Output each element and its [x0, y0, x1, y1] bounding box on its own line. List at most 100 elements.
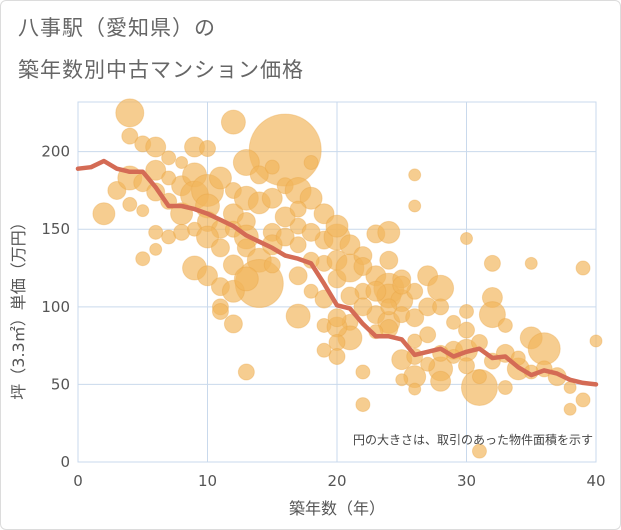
average-price-line: [75, 158, 599, 387]
data-bubble: [199, 140, 216, 158]
x-tick-label: 40: [586, 472, 605, 490]
data-bubble: [446, 314, 462, 330]
data-bubble: [173, 223, 191, 241]
data-bubble: [408, 382, 422, 396]
data-bubble: [420, 356, 436, 372]
data-bubble: [161, 170, 177, 186]
y-tick-label: 100: [41, 298, 70, 316]
data-bubble: [427, 274, 455, 302]
data-bubble: [301, 222, 321, 242]
data-bubble: [380, 298, 398, 316]
data-bubble: [261, 187, 283, 209]
data-bubble: [589, 334, 603, 348]
bubble-layer: [92, 98, 603, 459]
data-bubble: [208, 166, 232, 190]
data-bubble: [145, 136, 167, 158]
data-bubble: [478, 301, 506, 329]
data-bubble: [149, 242, 163, 256]
data-bubble: [285, 303, 311, 329]
data-bubble: [316, 342, 332, 358]
data-bubble: [575, 260, 591, 276]
data-bubble: [379, 250, 399, 270]
x-tick-label: 10: [198, 472, 217, 490]
data-bubble: [211, 302, 229, 320]
chart-title-line2: 築年数別中古マンション価格: [18, 58, 304, 82]
x-axis-label: 築年数（年）: [289, 499, 385, 518]
data-bubble: [325, 214, 349, 238]
y-tick-label: 0: [60, 453, 70, 471]
data-bubble: [460, 369, 498, 407]
data-bubble: [408, 199, 422, 213]
chart-title-line1: 八事駅（愛知県）の: [18, 16, 216, 40]
data-bubble: [175, 156, 189, 170]
axes: 0 10 20 30 40 0 50 100 150 200: [41, 143, 605, 490]
y-axis-label: 坪（3.3㎡）単価（万円）: [9, 214, 28, 399]
data-bubble: [136, 204, 150, 218]
data-bubble: [458, 357, 475, 375]
data-bubble: [458, 321, 475, 339]
data-bubble: [299, 186, 323, 210]
data-bubble: [275, 227, 295, 247]
data-bubble: [303, 283, 319, 299]
data-bubble: [263, 256, 281, 274]
data-bubble: [430, 370, 452, 392]
data-bubble: [121, 127, 139, 145]
data-bubble: [289, 200, 307, 218]
data-bubble: [249, 165, 269, 185]
data-bubble: [395, 373, 409, 387]
data-bubble: [328, 347, 346, 365]
x-tick-label: 0: [73, 472, 83, 490]
data-bubble: [563, 402, 577, 416]
data-bubble: [161, 150, 177, 166]
data-bubble: [432, 298, 450, 316]
data-bubble: [220, 109, 246, 135]
data-bubble: [223, 314, 243, 334]
data-bubble: [405, 308, 425, 328]
data-bubble: [497, 317, 513, 333]
data-bubble: [289, 236, 307, 254]
data-bubble: [353, 297, 373, 317]
average-line-layer: [75, 158, 599, 387]
data-bubble: [392, 275, 412, 295]
x-tick-label: 20: [327, 472, 346, 490]
data-bubble: [274, 206, 296, 228]
data-bubble: [524, 256, 538, 270]
data-bubble: [527, 332, 561, 366]
y-tick-label: 150: [41, 220, 70, 238]
data-bubble: [92, 202, 116, 226]
data-bubble: [237, 363, 255, 381]
data-bubble: [407, 333, 423, 349]
data-bubble: [355, 397, 371, 413]
data-bubble: [303, 155, 319, 171]
y-tick-label: 200: [41, 143, 70, 161]
bubble-size-note: 円の大きさは、取引のあった物件面積を示す: [353, 432, 593, 447]
data-bubble: [196, 225, 219, 249]
data-bubble: [355, 364, 371, 380]
data-bubble: [327, 308, 347, 328]
y-tick-label: 50: [51, 375, 70, 393]
data-bubble: [460, 232, 473, 246]
data-bubble: [563, 381, 577, 395]
data-bubble: [419, 326, 437, 344]
data-bubble: [340, 286, 360, 306]
data-bubble: [122, 196, 138, 212]
data-bubble: [197, 265, 218, 287]
data-bubble: [497, 380, 513, 396]
data-bubble: [471, 443, 487, 459]
data-bubble: [135, 251, 151, 267]
data-bubble: [264, 159, 280, 175]
data-bubble: [377, 220, 401, 244]
data-bubble: [210, 238, 230, 258]
data-bubble: [365, 280, 387, 302]
data-bubble: [115, 98, 145, 128]
data-bubble: [233, 266, 259, 292]
data-bubble: [459, 303, 474, 319]
data-bubble: [575, 392, 591, 408]
data-bubble: [288, 266, 308, 286]
data-bubble: [145, 159, 167, 181]
data-bubble: [471, 369, 487, 385]
data-bubble: [408, 168, 422, 182]
data-bubble: [483, 254, 501, 272]
data-bubble: [353, 256, 373, 276]
